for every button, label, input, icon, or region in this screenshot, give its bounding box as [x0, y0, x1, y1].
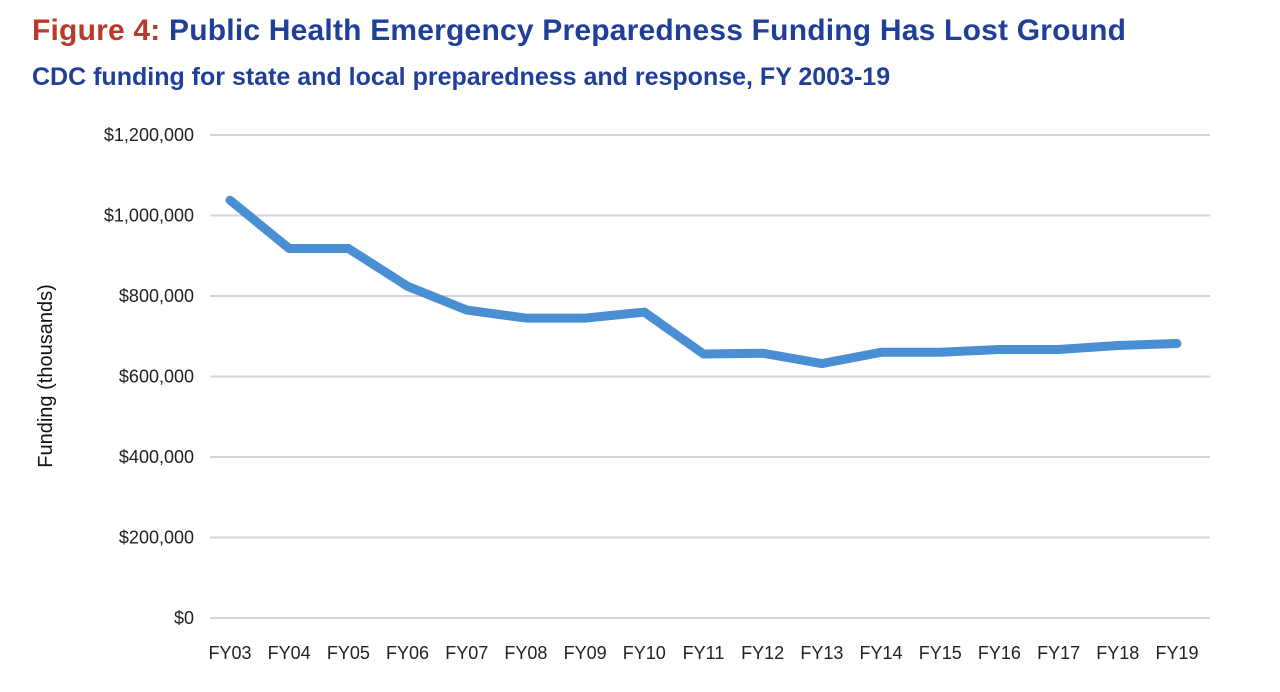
- y-axis-label: Funding (thousands): [35, 284, 57, 467]
- x-tick-label: FY14: [860, 643, 903, 663]
- y-axis-ticks: $0 $200,000 $400,000 $600,000 $800,000 $1,000…: [104, 125, 194, 628]
- x-tick-label: FY08: [504, 643, 547, 663]
- x-tick-label: FY09: [564, 643, 607, 663]
- x-tick-label: FY19: [1155, 643, 1198, 663]
- y-tick-label: $1,000,000: [104, 206, 194, 226]
- x-tick-label: FY17: [1037, 643, 1080, 663]
- y-tick-label: $1,200,000: [104, 125, 194, 145]
- x-tick-label: FY11: [683, 643, 725, 663]
- x-tick-label: FY03: [208, 643, 251, 663]
- series-layer: [225, 195, 1182, 369]
- chart-title: Figure 4: Public Health Emergency Prepar…: [32, 14, 1126, 48]
- x-tick-label: FY10: [623, 643, 666, 663]
- title-text: Public Health Emergency Preparedness Fun…: [160, 14, 1127, 47]
- x-axis-ticks: FY03 FY04 FY05 FY06 FY07 FY08 FY09 FY10 FY11 FY12…: [208, 643, 1198, 663]
- x-tick-label: FY12: [741, 643, 784, 663]
- x-tick-label: FY13: [800, 643, 843, 663]
- x-tick-label: FY07: [445, 643, 488, 663]
- x-tick-label: FY05: [327, 643, 370, 663]
- y-tick-label: $200,000: [119, 528, 194, 548]
- chart-subtitle: CDC funding for state and local prepared…: [32, 63, 891, 91]
- gridlines: [210, 134, 1210, 619]
- y-tick-label: $400,000: [119, 447, 194, 467]
- figure-label: Figure 4:: [32, 14, 161, 47]
- y-tick-label: $800,000: [119, 286, 194, 306]
- x-tick-label: FY18: [1096, 643, 1139, 663]
- x-tick-label: FY15: [919, 643, 962, 663]
- series-line: [225, 195, 1182, 369]
- x-tick-label: FY04: [268, 643, 311, 663]
- y-tick-label: $0: [174, 608, 194, 628]
- y-tick-label: $600,000: [119, 367, 194, 387]
- x-tick-label: FY16: [978, 643, 1021, 663]
- x-tick-label: FY06: [386, 643, 429, 663]
